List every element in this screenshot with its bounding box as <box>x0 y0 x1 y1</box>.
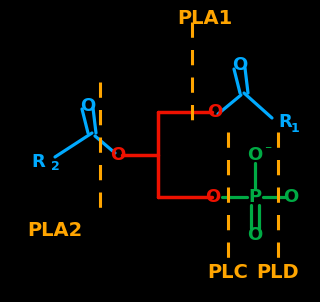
Text: O: O <box>247 226 263 244</box>
Text: O: O <box>247 146 263 164</box>
Text: O: O <box>110 146 126 164</box>
Text: PLA1: PLA1 <box>177 8 233 27</box>
Text: PLA2: PLA2 <box>28 220 83 239</box>
Text: PLD: PLD <box>257 262 299 281</box>
Text: R: R <box>31 153 45 171</box>
Text: P: P <box>248 188 261 206</box>
Text: ⁻: ⁻ <box>264 143 271 157</box>
Text: O: O <box>205 188 220 206</box>
Text: PLC: PLC <box>208 262 248 281</box>
Text: O: O <box>284 188 299 206</box>
Text: O: O <box>232 56 248 74</box>
Text: 1: 1 <box>291 121 300 134</box>
Text: O: O <box>207 103 223 121</box>
Text: R: R <box>278 113 292 131</box>
Text: O: O <box>80 97 96 115</box>
Text: 2: 2 <box>51 159 60 172</box>
